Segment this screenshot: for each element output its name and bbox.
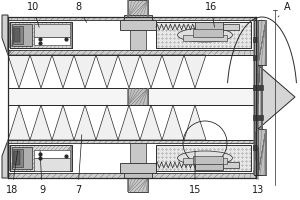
- Bar: [124, 171, 152, 178]
- Bar: [223, 162, 239, 168]
- Bar: [120, 163, 156, 173]
- Bar: [183, 158, 227, 164]
- Bar: [34, 150, 70, 158]
- Bar: [10, 145, 72, 171]
- Bar: [254, 20, 262, 175]
- Bar: [253, 145, 263, 150]
- Polygon shape: [74, 55, 96, 88]
- Bar: [13, 149, 23, 167]
- Polygon shape: [74, 105, 96, 140]
- Bar: [193, 29, 223, 37]
- Polygon shape: [2, 15, 8, 55]
- Ellipse shape: [178, 151, 232, 165]
- Bar: [253, 85, 263, 90]
- Bar: [128, 178, 148, 192]
- Ellipse shape: [178, 28, 232, 42]
- Bar: [13, 26, 23, 44]
- Bar: [195, 160, 223, 170]
- Bar: [124, 15, 152, 22]
- Polygon shape: [162, 55, 184, 88]
- Bar: [258, 20, 266, 65]
- Text: A: A: [278, 2, 290, 17]
- Bar: [14, 28, 20, 42]
- Polygon shape: [184, 105, 206, 140]
- Bar: [10, 22, 72, 48]
- Bar: [34, 24, 70, 37]
- Text: 10: 10: [27, 2, 39, 27]
- Bar: [12, 24, 32, 46]
- Polygon shape: [258, 65, 295, 129]
- Text: 7: 7: [75, 135, 82, 195]
- Bar: [130, 20, 146, 50]
- Bar: [10, 145, 72, 171]
- Bar: [253, 37, 263, 42]
- Polygon shape: [30, 55, 52, 88]
- Polygon shape: [118, 105, 140, 140]
- Bar: [14, 151, 20, 165]
- Bar: [193, 156, 223, 164]
- Bar: [8, 20, 256, 50]
- Polygon shape: [140, 55, 162, 88]
- Polygon shape: [8, 105, 30, 140]
- Bar: [128, 0, 148, 17]
- Polygon shape: [118, 55, 140, 88]
- Text: 13: 13: [252, 148, 264, 195]
- Polygon shape: [140, 105, 162, 140]
- Bar: [8, 140, 256, 178]
- Polygon shape: [52, 105, 74, 140]
- Bar: [130, 143, 146, 173]
- Bar: [12, 147, 32, 169]
- Bar: [34, 37, 70, 45]
- Polygon shape: [52, 55, 74, 88]
- Bar: [195, 22, 223, 32]
- Text: 18: 18: [6, 151, 18, 195]
- Bar: [120, 20, 156, 30]
- Bar: [8, 88, 256, 105]
- Bar: [128, 88, 148, 105]
- Bar: [156, 22, 251, 48]
- Polygon shape: [2, 140, 8, 178]
- Polygon shape: [162, 105, 184, 140]
- Bar: [8, 17, 256, 55]
- Text: 15: 15: [189, 151, 201, 195]
- Text: 9: 9: [39, 151, 45, 195]
- Text: 8: 8: [75, 2, 87, 23]
- Bar: [8, 143, 256, 173]
- Polygon shape: [96, 55, 118, 88]
- Bar: [156, 145, 251, 171]
- Polygon shape: [96, 105, 118, 140]
- Bar: [183, 35, 227, 41]
- Bar: [156, 22, 251, 48]
- Bar: [258, 129, 266, 175]
- Polygon shape: [8, 55, 30, 88]
- Polygon shape: [184, 55, 206, 88]
- Text: 16: 16: [205, 2, 217, 27]
- Bar: [10, 22, 72, 48]
- Bar: [253, 115, 263, 120]
- Polygon shape: [30, 105, 52, 140]
- Bar: [156, 145, 251, 171]
- Bar: [34, 158, 70, 171]
- Bar: [253, 55, 263, 60]
- Bar: [223, 24, 239, 30]
